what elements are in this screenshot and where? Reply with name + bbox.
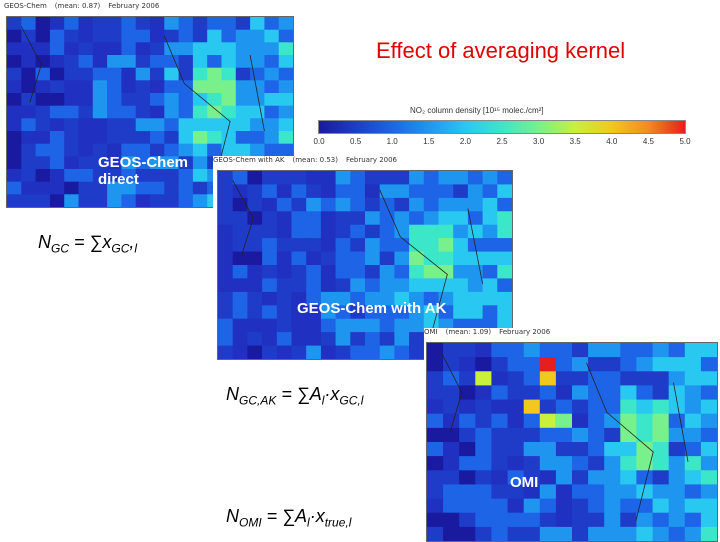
colorbar-tick: 2.5 <box>496 137 508 146</box>
colorbar-tick: 4.0 <box>606 137 618 146</box>
panel-omi: OMI (mean: 1.09) February 2006 OMI <box>424 328 720 542</box>
equation-gc: NGC = ∑xGC,l <box>38 232 138 256</box>
slide-title: Effect of averaging kernel <box>376 38 626 63</box>
colorbar-label: NO₂ column density [10¹⁵ molec./cm²] <box>410 106 544 115</box>
map-geos-chem <box>6 16 294 208</box>
equation-gc-ak: NGC,AK = ∑Al·xGC,l <box>226 384 364 408</box>
panel-label: OMI <box>510 474 539 491</box>
panel-label: GEOS-Chem direct <box>98 154 189 188</box>
colorbar-tick: 4.5 <box>642 137 654 146</box>
panel-label: GEOS-Chem with AK <box>297 300 447 317</box>
map-omi <box>426 342 718 542</box>
panel-header: GEOS-Chem (mean: 0.87) February 2006 <box>4 2 160 10</box>
colorbar-tick: 3.5 <box>569 137 581 146</box>
equation-omi: NOMI = ∑Al·xtrue,l <box>226 506 352 530</box>
colorbar-tick: 1.0 <box>386 137 398 146</box>
panel-geos-chem-direct: GEOS-Chem (mean: 0.87) February 2006 GEOS-… <box>4 2 294 212</box>
colorbar-tick: 1.5 <box>423 137 435 146</box>
colorbar <box>318 120 686 134</box>
colorbar-tick: 0.5 <box>350 137 362 146</box>
colorbar-tick: 0.0 <box>313 137 325 146</box>
panel-header: OMI (mean: 1.09) February 2006 <box>424 328 551 336</box>
colorbar-tick: 3.0 <box>533 137 545 146</box>
panel-header: GEOS-Chem with AK (mean: 0.53) February 20… <box>213 156 398 164</box>
colorbar-tick: 2.0 <box>459 137 471 146</box>
colorbar-tick: 5.0 <box>679 137 691 146</box>
